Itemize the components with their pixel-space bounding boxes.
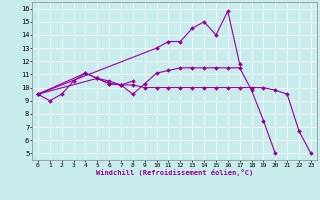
X-axis label: Windchill (Refroidissement éolien,°C): Windchill (Refroidissement éolien,°C) [96,169,253,176]
